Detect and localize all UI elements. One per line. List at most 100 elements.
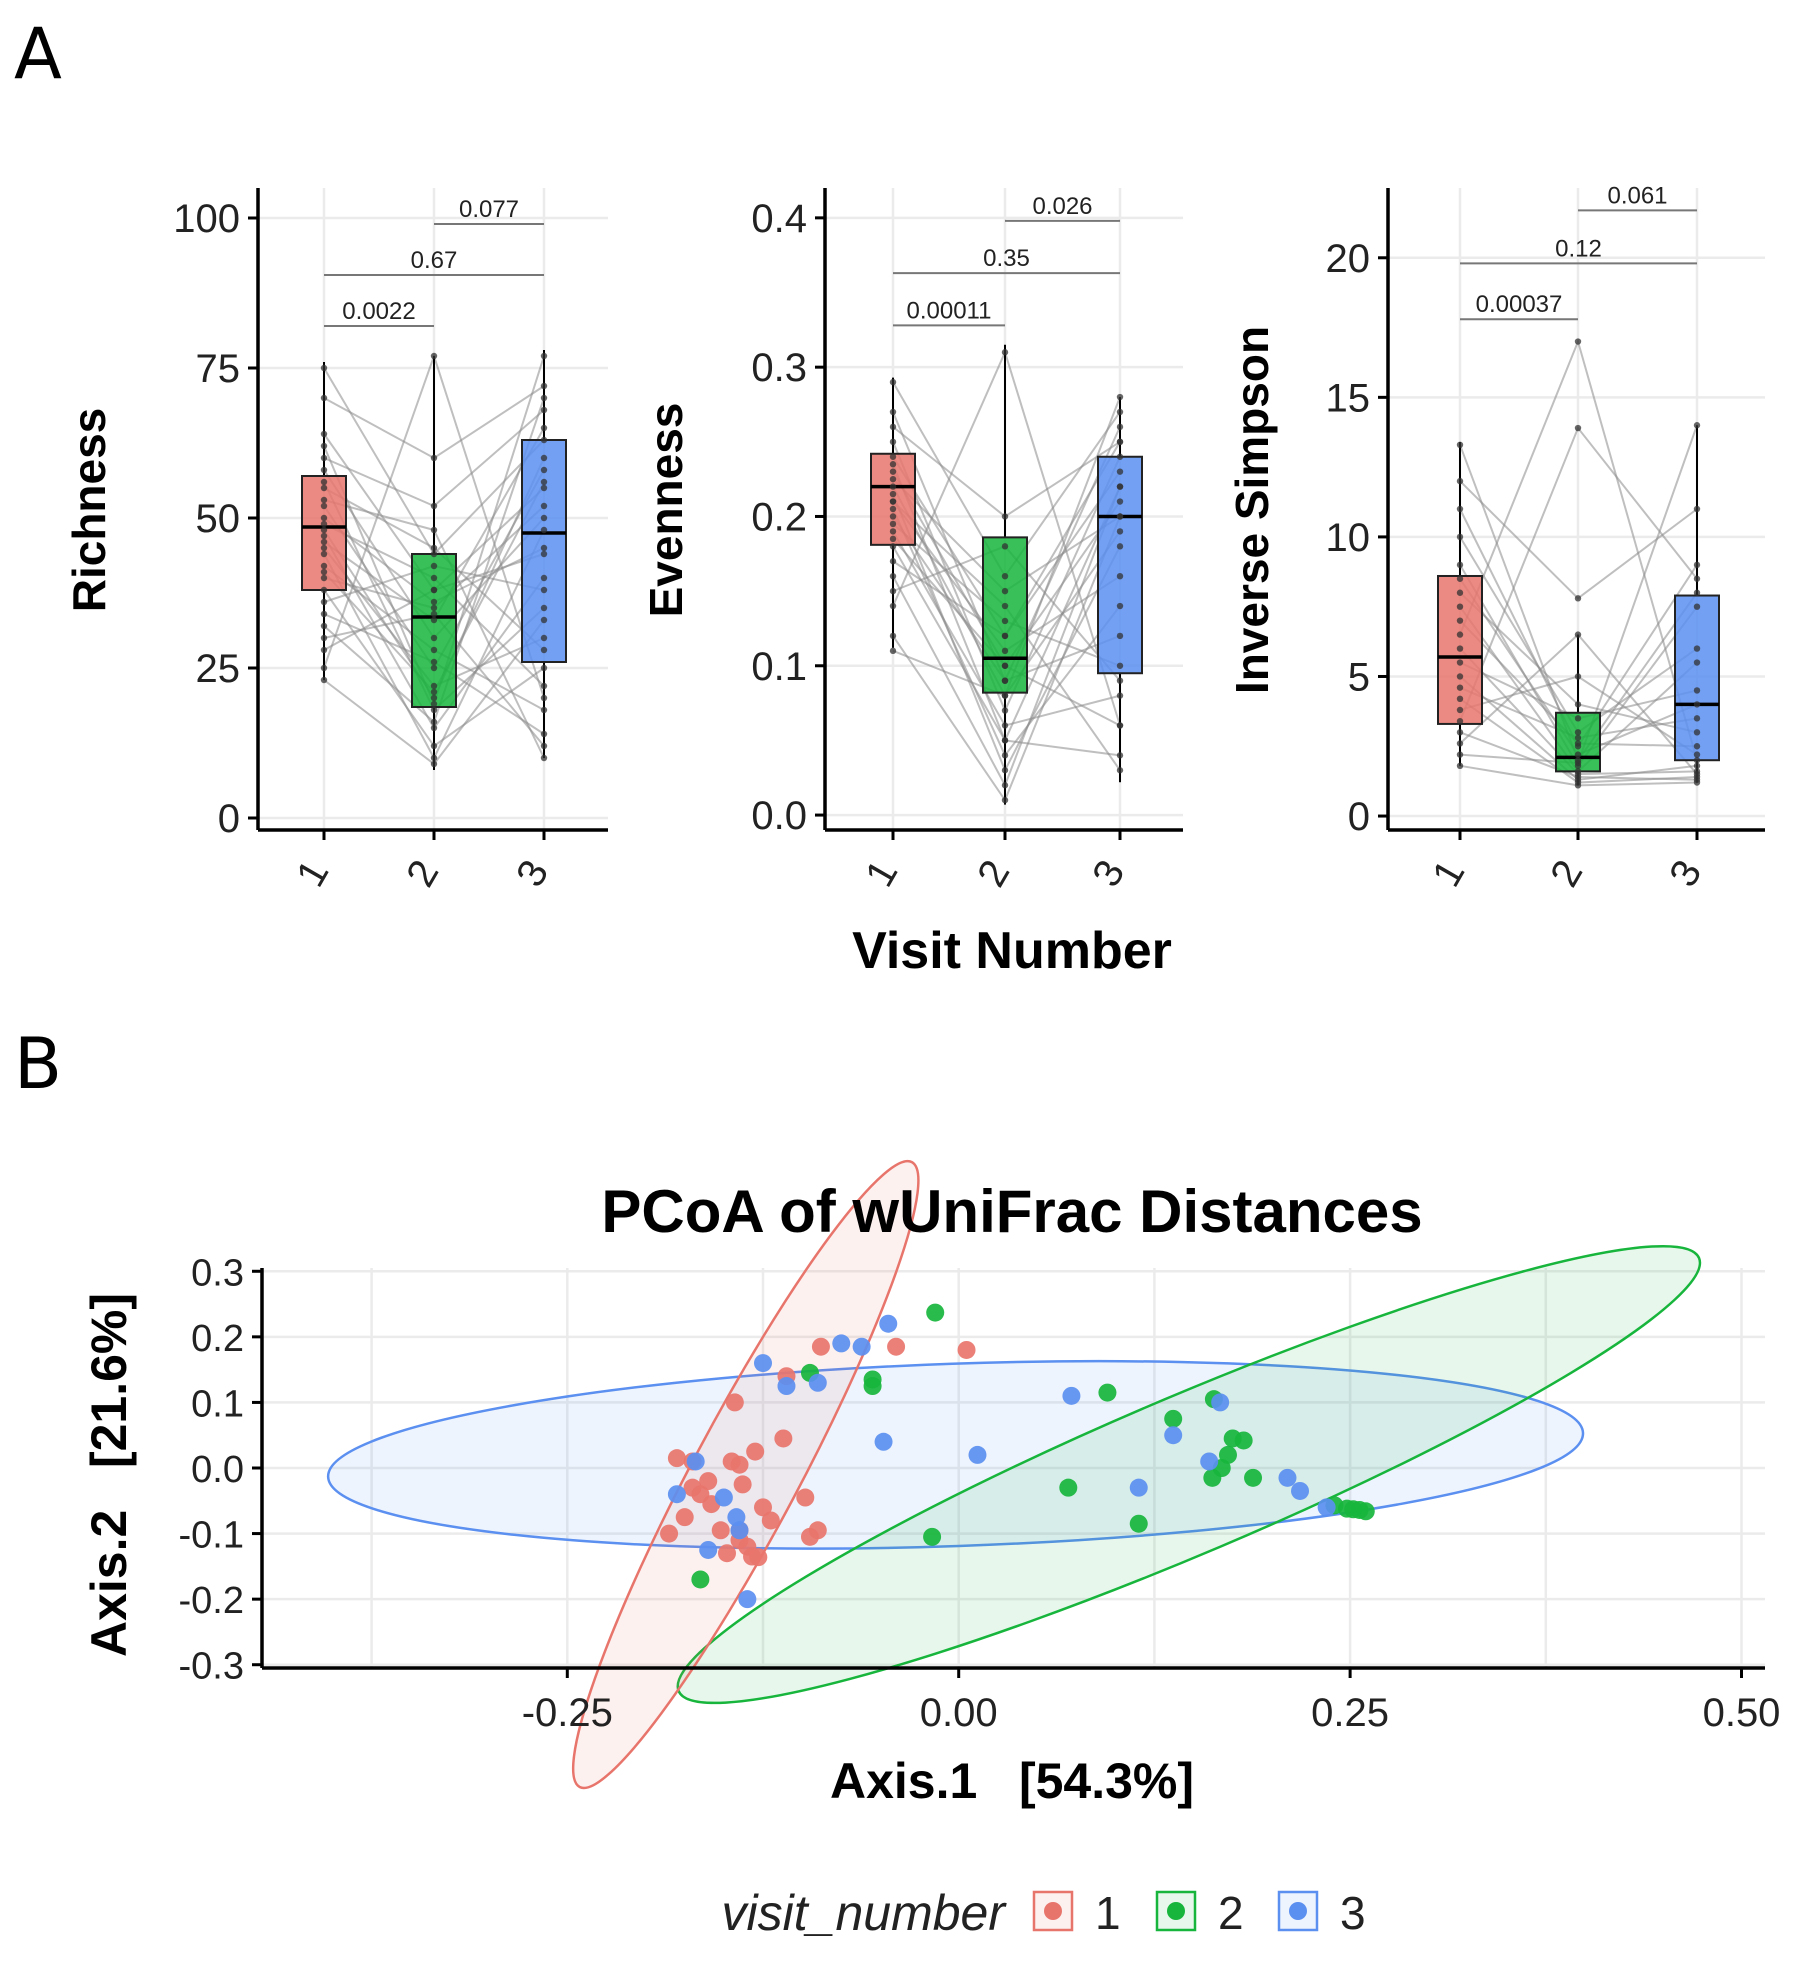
x-tick-label: 3 <box>1084 853 1133 894</box>
p-value-label: 0.00037 <box>1476 291 1563 318</box>
data-point <box>540 550 548 558</box>
data-point <box>540 754 548 762</box>
data-point <box>320 598 328 606</box>
p-value-label: 0.0022 <box>342 298 415 325</box>
data-point <box>1574 729 1582 736</box>
data-point <box>1001 677 1009 684</box>
data-point <box>540 394 548 402</box>
data-point <box>320 634 328 642</box>
scatter-point-visit-1 <box>796 1488 815 1507</box>
data-point <box>1456 603 1464 610</box>
data-point <box>1116 453 1124 460</box>
data-point <box>430 646 438 654</box>
y-tick-label: 20 <box>1326 237 1371 281</box>
data-point <box>1116 543 1124 550</box>
p-value-label: 0.061 <box>1607 182 1667 209</box>
data-point <box>889 490 897 498</box>
box-visit-3 <box>1674 594 1720 762</box>
x-tick-label: 1 <box>288 853 337 894</box>
confidence-ellipse-visit-1 <box>571 1159 920 1790</box>
data-point <box>320 610 328 618</box>
data-point <box>889 408 897 416</box>
x-tick-label: 0.00 <box>920 1691 998 1735</box>
y-tick-label: 0.2 <box>751 495 807 539</box>
data-point <box>1456 684 1464 691</box>
data-point <box>1001 722 1009 729</box>
y-axis-title: Richness <box>63 408 115 613</box>
data-point <box>430 760 438 768</box>
data-point <box>1693 659 1701 666</box>
data-point <box>1116 408 1124 416</box>
scatter-point-visit-3 <box>667 1485 686 1504</box>
scatter-point-visit-2 <box>1059 1478 1078 1497</box>
data-point <box>889 513 897 520</box>
data-point <box>1001 767 1009 774</box>
scatter-point-visit-1 <box>699 1472 718 1491</box>
data-point <box>1574 701 1582 708</box>
data-point <box>1116 752 1124 759</box>
data-point <box>1456 441 1464 448</box>
scatter-point-visit-3 <box>874 1432 893 1451</box>
y-axis-title: Axis.2 [21.6%] <box>81 1293 137 1657</box>
data-point <box>430 694 438 702</box>
data-point <box>889 528 897 535</box>
data-point <box>320 544 328 552</box>
scatter-point-visit-1 <box>725 1393 744 1412</box>
scatter-point-visit-2 <box>926 1303 945 1322</box>
data-point <box>1456 575 1464 582</box>
x-tick-label: 0.50 <box>1703 1691 1781 1735</box>
data-point <box>1456 751 1464 758</box>
data-point <box>430 544 438 552</box>
scatter-point-visit-1 <box>730 1455 749 1474</box>
y-tick-label: 0.2 <box>191 1318 244 1360</box>
scatter-point-visit-1 <box>774 1429 793 1448</box>
confidence-ellipse-visit-3 <box>326 1359 1585 1550</box>
scatter-point-visit-2 <box>1218 1445 1237 1464</box>
y-tick-label: 0.0 <box>751 794 807 838</box>
p-value-label: 0.077 <box>459 196 519 223</box>
scatter-point-visit-3 <box>808 1373 827 1392</box>
data-point <box>320 496 328 504</box>
data-point <box>1574 424 1582 432</box>
data-point <box>540 502 548 510</box>
data-point <box>430 688 438 696</box>
scatter-point-visit-1 <box>675 1508 694 1527</box>
data-point <box>1116 602 1124 610</box>
data-point <box>320 562 328 570</box>
data-point <box>540 406 548 414</box>
data-point <box>1693 770 1701 778</box>
data-point <box>1116 393 1124 401</box>
data-point <box>430 526 438 534</box>
data-point <box>889 505 897 513</box>
legend: visit_number 1 2 3 <box>722 1885 1366 1941</box>
data-point <box>430 550 438 558</box>
data-point <box>540 706 548 714</box>
scatter-point-visit-3 <box>738 1590 757 1609</box>
y-tick-label: 15 <box>1326 376 1371 420</box>
data-point <box>1001 692 1009 699</box>
data-point <box>1574 782 1582 789</box>
y-tick-label: 10 <box>1326 516 1371 560</box>
data-point <box>1574 715 1582 722</box>
scatter-point-visit-3 <box>1211 1393 1230 1412</box>
y-tick-label: 0.3 <box>751 346 807 390</box>
y-tick-label: 100 <box>173 197 240 241</box>
data-point <box>1001 513 1009 520</box>
scatter-point-visit-1 <box>746 1442 765 1461</box>
data-point <box>1116 632 1124 640</box>
y-axis-title: Inverse Simpson <box>1226 326 1278 694</box>
data-point <box>1693 505 1701 513</box>
data-point <box>1693 751 1701 758</box>
data-point <box>1116 483 1124 490</box>
data-point <box>320 646 328 654</box>
data-point <box>430 664 438 672</box>
data-point <box>430 718 438 726</box>
data-point <box>320 442 328 450</box>
data-point <box>430 616 438 624</box>
data-point <box>889 632 897 640</box>
scatter-point-visit-3 <box>852 1337 871 1356</box>
scatter-point-visit-3 <box>699 1540 718 1559</box>
x-tick-label: 1 <box>1424 853 1473 894</box>
data-point <box>1001 662 1009 669</box>
data-point <box>1456 762 1464 769</box>
